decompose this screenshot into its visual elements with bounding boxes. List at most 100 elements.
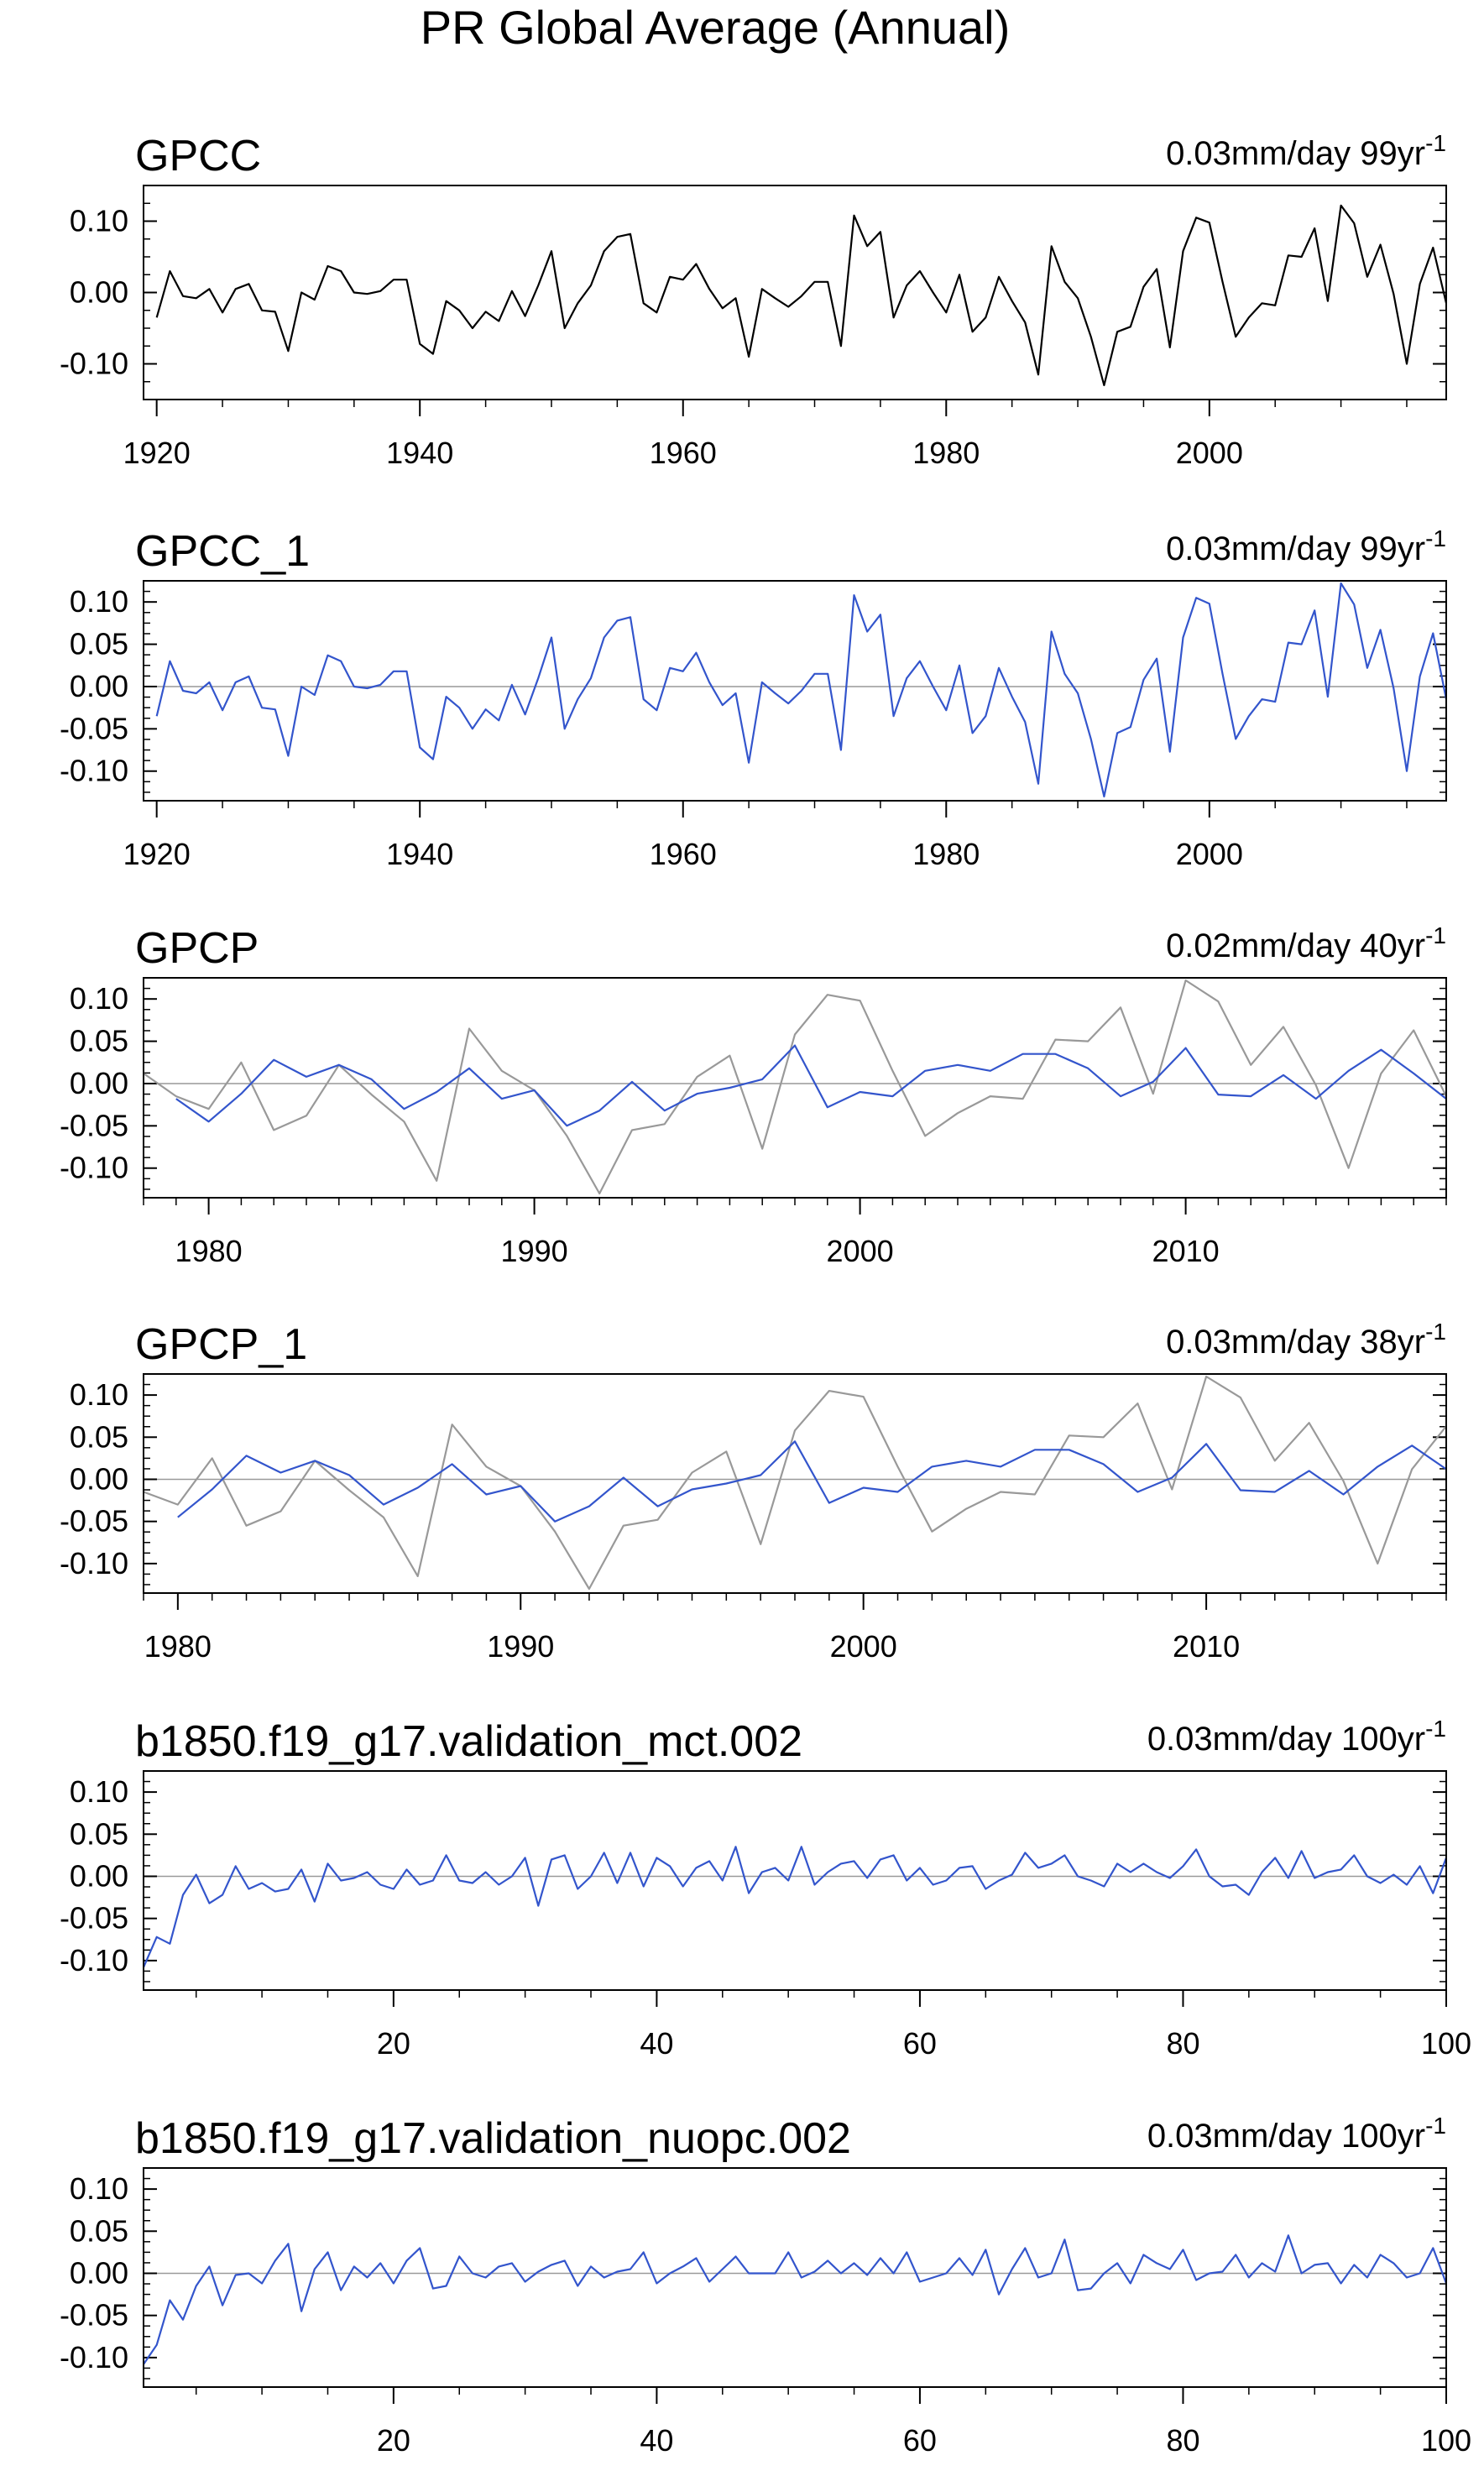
series-line-gpcc xyxy=(143,1375,1447,1591)
x-tick-label: 1980 xyxy=(912,837,980,871)
series-line-gpcc xyxy=(155,204,1448,387)
x-tick-label: 2000 xyxy=(827,1234,894,1268)
y-tick-label: 0.00 xyxy=(70,1461,128,1496)
trend-exponent: -1 xyxy=(1425,525,1446,551)
panel-trend-gpcc-1: 0.03mm/day 99yr-1 xyxy=(1166,525,1446,567)
x-tick-label: 1940 xyxy=(386,436,453,470)
series-line-b1850-f19-g17-validation-nuopc-002 xyxy=(143,2234,1448,2365)
y-tick-label: -0.10 xyxy=(60,1546,128,1580)
trend-value: 0.03mm/day 100yr xyxy=(1147,2118,1425,2155)
series-line-gpcp xyxy=(175,1044,1447,1127)
plot-frame xyxy=(143,2167,1447,2388)
y-tick-label: 0.10 xyxy=(70,204,128,238)
y-tick-label: -0.05 xyxy=(60,711,128,745)
y-tick-label: 0.05 xyxy=(70,1419,128,1454)
panel-gpcc: GPCC 0.03mm/day 99yr-1 -0.10 0.00 0.10 1920 19… xyxy=(60,130,1448,470)
panel-gpcp-1: GPCP_1 0.03mm/day 38yr-1 -0.10 -0.05 0.00 0.0… xyxy=(60,1319,1447,1664)
panel-nuopc: b1850.f19_g17.validation_nuopc.002 0.03mm… xyxy=(60,2113,1471,2458)
x-tick-label: 1980 xyxy=(175,1234,243,1268)
y-tick-label: 0.10 xyxy=(70,981,128,1016)
y-tick-label: -0.10 xyxy=(60,347,128,381)
y-tick-label: -0.05 xyxy=(60,1901,128,1936)
x-tick-label: 1990 xyxy=(487,1629,554,1664)
panel-trend-gpcp-1: 0.03mm/day 38yr-1 xyxy=(1166,1319,1446,1361)
trend-exponent: -1 xyxy=(1425,922,1446,948)
y-tick-label: 0.00 xyxy=(70,1858,128,1893)
y-tick-label: 0.00 xyxy=(70,275,128,310)
series-line-b1850-f19-g17-validation-mct-002 xyxy=(142,1846,1448,1968)
x-tick-label: 1920 xyxy=(123,436,191,470)
y-tick-label: 0.10 xyxy=(70,1774,128,1809)
y-tick-label: -0.10 xyxy=(60,2340,128,2374)
y-tick-label: 0.10 xyxy=(70,1377,128,1412)
x-tick-label: 1980 xyxy=(144,1629,212,1664)
panel-title-mct: b1850.f19_g17.validation_mct.002 xyxy=(135,1717,802,1766)
y-tick-label: -0.10 xyxy=(60,1943,128,1977)
trend-value: 0.03mm/day 100yr xyxy=(1147,1721,1425,1758)
x-tick-label: 2010 xyxy=(1152,1234,1220,1268)
y-tick-label: 0.00 xyxy=(70,1066,128,1100)
x-tick-label: 2000 xyxy=(1176,436,1243,470)
y-tick-label: 0.05 xyxy=(70,1816,128,1851)
x-tick-label: 80 xyxy=(1166,2423,1199,2458)
trend-exponent: -1 xyxy=(1425,130,1446,156)
trend-value: 0.02mm/day 40yr xyxy=(1166,927,1425,964)
trend-value: 0.03mm/day 38yr xyxy=(1166,1324,1425,1361)
y-tick-label: 0.05 xyxy=(70,1024,128,1058)
panel-gpcp: GPCP 0.02mm/day 40yr-1 -0.10 -0.05 0.00 0.05 0… xyxy=(60,922,1447,1268)
x-tick-label: 1960 xyxy=(650,436,717,470)
x-tick-label: 40 xyxy=(640,2423,673,2458)
trend-value: 0.03mm/day 99yr xyxy=(1166,135,1425,172)
x-tick-label: 100 xyxy=(1421,2423,1471,2458)
x-tick-label: 1940 xyxy=(386,837,453,871)
x-tick-label: 1980 xyxy=(912,436,980,470)
panel-title-gpcp: GPCP xyxy=(135,924,259,973)
y-tick-label: -0.10 xyxy=(60,754,128,788)
y-tick-label: -0.05 xyxy=(60,1108,128,1142)
x-tick-label: 40 xyxy=(640,2026,673,2061)
series-line-gpcc xyxy=(143,979,1447,1195)
panel-mct: b1850.f19_g17.validation_mct.002 0.03mm/d… xyxy=(60,1716,1471,2061)
y-tick-label: 0.00 xyxy=(70,2255,128,2290)
panel-gpcc-1: GPCC_1 0.03mm/day 99yr-1 -0.10 -0.05 0.00 0.0… xyxy=(60,525,1448,871)
panel-trend-mct: 0.03mm/day 100yr-1 xyxy=(1147,1716,1446,1758)
panel-title-nuopc: b1850.f19_g17.validation_nuopc.002 xyxy=(135,2114,851,2163)
x-tick-label: 2000 xyxy=(1176,837,1243,871)
plot-frame xyxy=(143,185,1447,400)
panel-trend-gpcp: 0.02mm/day 40yr-1 xyxy=(1166,922,1446,964)
x-tick-label: 1920 xyxy=(123,837,191,871)
plot-frame xyxy=(143,1770,1447,1991)
series-line-gpcp-1 xyxy=(177,1440,1447,1523)
plot-frame xyxy=(143,977,1447,1199)
y-tick-label: -0.05 xyxy=(60,1504,128,1538)
trend-exponent: -1 xyxy=(1425,1319,1446,1345)
x-tick-label: 1960 xyxy=(650,837,717,871)
panel-title-gpcc: GPCC xyxy=(135,132,261,180)
y-tick-label: 0.00 xyxy=(70,669,128,703)
trend-exponent: -1 xyxy=(1425,1716,1446,1742)
x-tick-label: 60 xyxy=(903,2423,937,2458)
x-tick-label: 80 xyxy=(1166,2026,1199,2061)
x-tick-label: 2010 xyxy=(1173,1629,1240,1664)
x-tick-label: 100 xyxy=(1421,2026,1471,2061)
x-tick-label: 60 xyxy=(903,2026,937,2061)
x-tick-label: 1990 xyxy=(501,1234,568,1268)
panel-title-gpcc-1: GPCC_1 xyxy=(135,527,310,576)
figure-title: PR Global Average (Annual) xyxy=(421,1,1011,54)
y-tick-label: 0.05 xyxy=(70,2213,128,2248)
panel-trend-gpcc: 0.03mm/day 99yr-1 xyxy=(1166,130,1446,172)
x-tick-label: 20 xyxy=(377,2423,410,2458)
panel-trend-nuopc: 0.03mm/day 100yr-1 xyxy=(1147,2113,1446,2155)
y-tick-label: 0.10 xyxy=(70,584,128,619)
y-tick-label: -0.10 xyxy=(60,1151,128,1185)
x-tick-label: 2000 xyxy=(830,1629,897,1664)
plot-frame xyxy=(143,580,1447,802)
plot-frame xyxy=(143,1373,1447,1594)
x-tick-label: 20 xyxy=(377,2026,410,2061)
y-tick-label: 0.05 xyxy=(70,627,128,661)
trend-value: 0.03mm/day 99yr xyxy=(1166,530,1425,567)
panel-title-gpcp-1: GPCP_1 xyxy=(135,1320,307,1369)
y-tick-label: -0.05 xyxy=(60,2298,128,2333)
y-tick-label: 0.10 xyxy=(70,2171,128,2206)
